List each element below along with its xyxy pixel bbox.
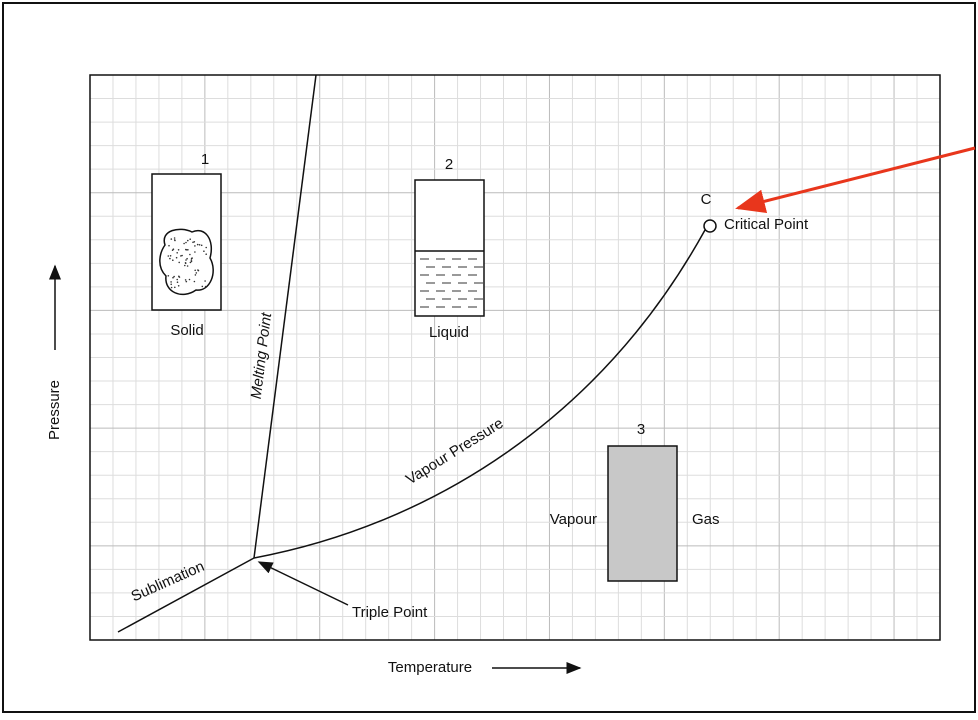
dot (197, 269, 199, 271)
dot (193, 280, 196, 283)
dot (187, 249, 189, 251)
vapour-curve (253, 229, 706, 559)
dot (184, 262, 187, 264)
dot (185, 280, 188, 283)
dot (169, 257, 171, 260)
dot (167, 275, 170, 277)
dot (187, 239, 189, 242)
dot (186, 257, 188, 260)
dot (172, 259, 174, 262)
axis-label: Temperature (388, 659, 472, 676)
dot (172, 276, 174, 279)
dot (178, 275, 180, 278)
dot (201, 285, 204, 288)
plot-border (89, 74, 941, 641)
dot (178, 261, 180, 264)
dot (200, 244, 203, 247)
solid-dots (167, 237, 207, 289)
dot (176, 252, 178, 254)
grid (90, 75, 940, 640)
dot (194, 251, 196, 253)
dot (205, 253, 207, 255)
point-label: Triple Point (352, 604, 428, 621)
dot (172, 248, 175, 250)
dot (185, 259, 187, 261)
melting-curve (253, 74, 317, 559)
critical-point-marker (703, 219, 717, 233)
dot (185, 241, 187, 244)
dot (198, 244, 201, 246)
triple-arrow (257, 561, 349, 606)
solid-blob (159, 228, 214, 296)
dot (194, 245, 196, 247)
dot (176, 278, 178, 281)
dot (193, 241, 196, 243)
dot (173, 275, 175, 278)
dot (177, 285, 180, 287)
point-letter: C (701, 191, 712, 208)
liquid-dashes (420, 258, 483, 308)
dot (205, 246, 207, 249)
state-label: Gas (692, 511, 720, 528)
dot (189, 238, 191, 240)
dot (170, 283, 172, 286)
dot (177, 249, 180, 251)
state-number: 3 (637, 421, 645, 438)
dot (175, 256, 178, 259)
dot (167, 255, 170, 257)
point-label: Critical Point (724, 216, 809, 233)
dot (168, 244, 170, 247)
dot (176, 281, 179, 284)
state-label: Vapour (550, 511, 597, 528)
dot (169, 255, 172, 257)
dot (184, 264, 186, 267)
dot (188, 278, 191, 281)
sublimation-curve (117, 557, 255, 633)
dot (174, 286, 176, 289)
dot (192, 241, 194, 244)
dot (170, 281, 172, 283)
dot (191, 257, 193, 259)
dot (180, 255, 182, 257)
dot (204, 285, 207, 288)
gas-box (607, 445, 678, 582)
dot (189, 261, 192, 264)
dot (204, 280, 206, 282)
dot (183, 242, 185, 245)
dot (190, 259, 193, 261)
dot (184, 279, 187, 281)
dot (173, 237, 176, 239)
axis-label: Pressure (46, 380, 63, 440)
dot (189, 253, 191, 256)
dot (181, 254, 183, 257)
dot (195, 272, 198, 274)
dot (194, 274, 197, 276)
state-number: 1 (201, 151, 209, 168)
dot (173, 239, 176, 241)
state-label: Solid (170, 322, 203, 339)
state-label: Liquid (429, 324, 469, 341)
dot (170, 238, 173, 240)
liquid-box (414, 179, 485, 317)
dot (194, 269, 196, 272)
state-number: 2 (445, 156, 453, 173)
dot (186, 249, 188, 251)
dot (203, 250, 205, 252)
dot (196, 243, 199, 246)
dot (170, 286, 173, 289)
dot (186, 265, 189, 267)
red-arrow (735, 146, 976, 214)
dot (190, 260, 193, 263)
